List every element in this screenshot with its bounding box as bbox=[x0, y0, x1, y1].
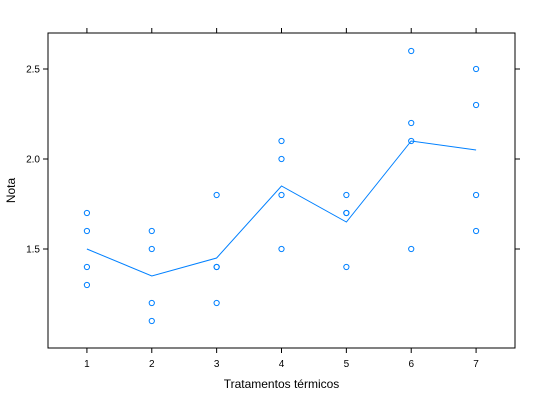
data-point-24 bbox=[408, 245, 415, 253]
y-axis: 1.5 2.0 2.5 bbox=[26, 65, 520, 256]
plot-marks bbox=[83, 47, 480, 325]
data-point-3 bbox=[83, 263, 91, 271]
x-tick-label-5: 5 bbox=[344, 359, 350, 370]
data-point-26 bbox=[472, 101, 480, 109]
x-tick-label-2: 2 bbox=[149, 359, 155, 370]
x-tick-label-1: 1 bbox=[84, 359, 90, 370]
data-point-7 bbox=[148, 299, 155, 307]
y-tick-label-3: 2.5 bbox=[26, 65, 40, 76]
data-point-2 bbox=[83, 227, 91, 235]
data-point-8 bbox=[148, 317, 155, 325]
data-point-15 bbox=[278, 191, 285, 199]
data-point-13 bbox=[278, 137, 285, 145]
data-point-20 bbox=[343, 263, 350, 271]
data-point-22 bbox=[408, 119, 415, 127]
data-point-11 bbox=[213, 263, 220, 271]
data-point-16 bbox=[278, 245, 285, 253]
data-point-6 bbox=[148, 245, 155, 253]
data-point-25 bbox=[472, 65, 480, 73]
x-tick-label-3: 3 bbox=[214, 359, 220, 370]
y-tick-label-1: 1.5 bbox=[26, 245, 40, 256]
y-tick-label-2: 2.0 bbox=[26, 155, 40, 166]
x-tick-label-4: 4 bbox=[279, 359, 285, 370]
data-point-17 bbox=[343, 191, 350, 199]
data-point-21 bbox=[408, 47, 415, 55]
data-point-27 bbox=[472, 191, 480, 199]
y-axis-title: Nota bbox=[4, 178, 18, 204]
x-axis: 1 2 3 4 5 6 7 bbox=[84, 28, 479, 370]
trend-line bbox=[86, 140, 477, 277]
data-point-12 bbox=[213, 299, 220, 307]
data-point-5 bbox=[148, 227, 155, 235]
x-axis-title: Tratamentos térmicos bbox=[224, 377, 340, 391]
data-point-1 bbox=[83, 209, 91, 217]
data-point-14 bbox=[278, 155, 285, 163]
plot-frame bbox=[47, 32, 516, 349]
data-point-9 bbox=[213, 191, 220, 199]
data-point-19 bbox=[343, 209, 350, 217]
x-tick-label-7: 7 bbox=[473, 359, 479, 370]
data-point-28 bbox=[472, 227, 480, 235]
data-point-23 bbox=[408, 137, 415, 145]
x-tick-label-6: 6 bbox=[408, 359, 414, 370]
data-point-4 bbox=[83, 281, 91, 289]
